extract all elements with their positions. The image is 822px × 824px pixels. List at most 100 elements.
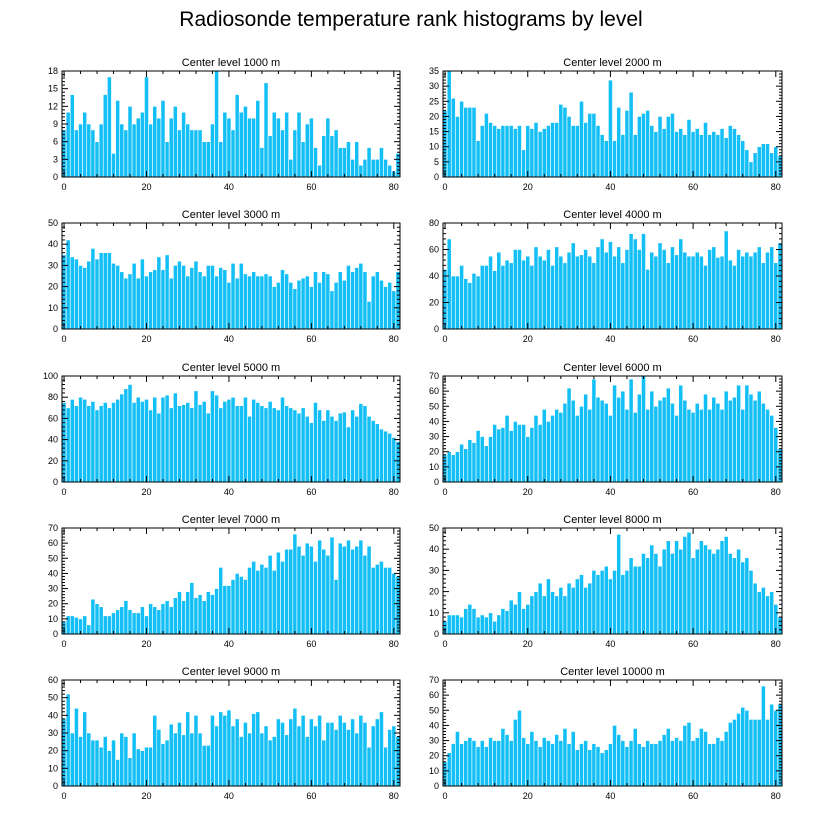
histogram-bar [496,740,502,787]
histogram-bar [670,553,675,635]
histogram-bar [333,282,339,330]
histogram-bar [350,271,355,330]
x-tick-label: 60 [688,182,698,192]
histogram-bar [61,718,67,787]
histogram-bar [218,711,224,787]
histogram-bar [512,249,518,330]
histogram-bar [251,561,257,635]
histogram-bar [321,135,327,178]
x-tick-label: 0 [443,639,448,649]
histogram-bar [107,76,112,178]
histogram-bar [177,591,182,635]
histogram-bar [325,273,331,330]
histogram-bar [653,553,659,635]
histogram-bar [740,561,746,635]
histogram-bar [350,159,355,178]
histogram-bar [168,723,174,787]
histogram-bar [226,585,232,635]
histogram-bar [537,131,543,178]
histogram-bar [641,113,646,178]
histogram-bar [230,129,236,178]
histogram-bar [479,740,485,787]
histogram-bar [591,262,597,330]
histogram-bar [383,746,388,787]
histogram-bar [450,275,456,330]
histogram-bar [135,396,141,483]
y-tick-label: 20 [429,587,439,597]
histogram-bar [177,722,182,787]
histogram-bar [177,405,182,483]
histogram-bar [727,722,733,787]
histogram-bar [119,271,125,330]
histogram-bar [732,396,737,483]
histogram-bar [442,269,448,330]
histogram-bar [337,542,343,635]
histogram-bar [255,100,261,178]
y-tick-label: 10 [429,142,439,152]
histogram-bar [529,427,535,483]
histogram-bar [337,412,343,483]
histogram-bar [197,271,203,330]
histogram-bar [78,123,83,178]
histogram-bar [773,427,779,483]
y-tick-label: 6 [53,137,58,147]
histogram-bar [719,409,725,483]
histogram-bar [612,570,617,635]
histogram-bar [649,390,655,483]
histogram-bar [107,750,112,787]
histogram-bar [90,129,96,178]
histogram-bar [628,740,634,787]
histogram-bar [479,436,485,483]
histogram-bar [521,737,526,787]
histogram-bar [665,116,671,178]
y-tick-label: 30 [48,260,58,270]
histogram-bar [467,107,473,178]
panel-title: Center level 2000 m [563,57,661,69]
histogram-bar [661,396,667,483]
histogram-bar [255,402,261,483]
histogram-bar [492,740,498,787]
histogram-bar [616,534,622,635]
histogram-bar [517,249,522,330]
histogram-bar [508,740,514,787]
histogram-bar [525,125,531,178]
histogram-bar [484,746,489,787]
histogram-bar [280,722,285,787]
histogram-bar [210,715,215,787]
histogram-bar [172,392,178,483]
histogram-bar [201,141,207,178]
histogram-bar [645,557,651,635]
histogram-bar [467,439,473,483]
histogram-bar [463,740,469,787]
plot-frame [61,375,401,483]
histogram-bar [271,286,277,330]
histogram-bar [707,249,713,330]
histogram-bar [624,746,630,787]
histogram-bar [756,146,762,178]
x-tick-label: 40 [605,334,615,344]
histogram-bar [263,82,269,178]
histogram-bar [450,614,456,635]
histogram-bar [636,393,642,483]
histogram-bar [168,277,174,330]
histogram-bar [205,591,211,635]
histogram-bar [94,603,100,635]
histogram-bar [218,567,224,635]
histogram-bar [653,131,659,178]
histogram-bar [296,111,302,178]
histogram-bar [210,390,215,483]
histogram-bar [566,582,572,635]
histogram-bar [152,396,158,483]
histogram-bar [636,743,642,787]
histogram-bar [123,600,129,635]
histogram-bar [135,748,141,787]
histogram-bar [641,375,646,483]
histogram-bar [329,290,335,330]
histogram-bar [752,251,758,330]
panel-title: Center level 10000 m [560,666,665,678]
histogram-bar [193,597,199,635]
histogram-bar [471,442,477,483]
histogram-bar [574,125,580,178]
x-tick-label: 20 [523,639,533,649]
histogram-bar [570,731,576,787]
